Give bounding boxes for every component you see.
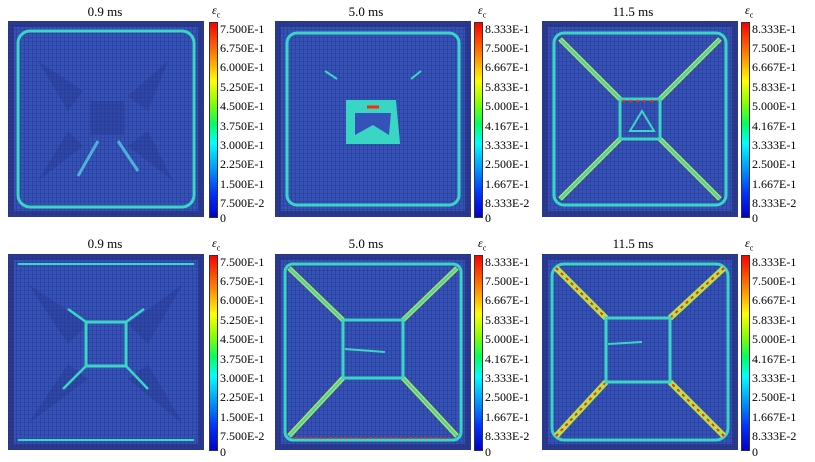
colorbar-title: εc (212, 236, 221, 253)
colorbar-tick: 2.500E-1 (485, 390, 530, 404)
colorbar-title: εc (478, 236, 487, 253)
colorbar-tick: 5.833E-1 (752, 80, 797, 94)
colorbar-tick: 7.500E-1 (220, 255, 265, 269)
colorbar (209, 22, 218, 218)
simulation-image (542, 254, 738, 450)
colorbar-tick: 8.333E-2 (752, 429, 797, 443)
colorbar-tick: 0 (485, 445, 491, 459)
colorbar-tick: 7.500E-1 (485, 274, 530, 288)
colorbar-tick: 1.667E-1 (752, 177, 797, 191)
colorbar-tick: 5.250E-1 (220, 313, 265, 327)
colorbar-tick: 4.167E-1 (752, 119, 797, 133)
colorbar-tick: 6.667E-1 (485, 60, 530, 74)
colorbar-tick: 1.500E-1 (220, 177, 265, 191)
time-label: 0.9 ms (87, 236, 123, 251)
colorbar-tick: 5.000E-1 (752, 99, 797, 113)
colorbar-tick: 8.333E-1 (752, 22, 797, 36)
colorbar-tick: 6.750E-1 (220, 41, 265, 55)
time-label: 11.5 ms (612, 4, 654, 19)
colorbar-tick: 0 (485, 211, 491, 225)
colorbar-tick: 8.333E-2 (752, 196, 797, 210)
colorbar-tick: 6.000E-1 (220, 293, 265, 307)
colorbar-tick: 8.333E-2 (485, 429, 530, 443)
colorbar-tick: 2.250E-1 (220, 157, 265, 171)
time-label: 0.9 ms (87, 4, 123, 19)
colorbar-tick: 4.167E-1 (752, 352, 797, 366)
colorbar-tick: 3.750E-1 (220, 119, 265, 133)
colorbar-tick: 0 (752, 211, 758, 225)
colorbar-tick: 8.333E-1 (485, 22, 530, 36)
simulation-image (542, 21, 738, 217)
colorbar-tick: 7.500E-1 (752, 41, 797, 55)
colorbar-tick: 1.500E-1 (220, 410, 265, 424)
colorbar-tick: 3.000E-1 (220, 138, 265, 152)
colorbar-tick: 7.500E-1 (220, 22, 265, 36)
colorbar-tick: 2.500E-1 (752, 390, 797, 404)
colorbar-tick: 5.000E-1 (485, 99, 530, 113)
time-label: 5.0 ms (348, 4, 384, 19)
colorbar-tick: 8.333E-2 (485, 196, 530, 210)
simulation-image (8, 21, 204, 217)
colorbar-tick: 4.500E-1 (220, 99, 265, 113)
colorbar-tick: 4.500E-1 (220, 332, 265, 346)
colorbar-tick: 6.667E-1 (485, 293, 530, 307)
colorbar-tick: 0 (220, 211, 226, 225)
colorbar-tick: 1.667E-1 (485, 410, 530, 424)
colorbar-tick: 5.833E-1 (485, 313, 530, 327)
colorbar-tick: 5.250E-1 (220, 80, 265, 94)
time-label: 5.0 ms (348, 236, 384, 251)
simulation-image (8, 254, 204, 450)
colorbar-tick: 6.750E-1 (220, 274, 265, 288)
colorbar (474, 255, 483, 451)
colorbar (474, 22, 483, 218)
colorbar-tick: 6.667E-1 (752, 293, 797, 307)
colorbar-title: εc (745, 3, 754, 20)
colorbar-tick: 2.500E-1 (485, 157, 530, 171)
colorbar-tick: 3.333E-1 (485, 138, 530, 152)
colorbar-tick: 6.667E-1 (752, 60, 797, 74)
colorbar-tick: 5.833E-1 (752, 313, 797, 327)
simulation-image (275, 21, 471, 217)
colorbar-tick: 3.000E-1 (220, 371, 265, 385)
colorbar-tick: 5.000E-1 (752, 332, 797, 346)
simulation-image (275, 254, 471, 450)
colorbar-tick: 3.333E-1 (485, 371, 530, 385)
colorbar-tick: 2.250E-1 (220, 390, 265, 404)
colorbar-tick: 5.833E-1 (485, 80, 530, 94)
colorbar-tick: 1.667E-1 (752, 410, 797, 424)
colorbar-tick: 2.500E-1 (752, 157, 797, 171)
colorbar-tick: 3.333E-1 (752, 138, 797, 152)
colorbar-tick: 8.333E-1 (485, 255, 530, 269)
colorbar-tick: 1.667E-1 (485, 177, 530, 191)
colorbar (209, 255, 218, 451)
colorbar-title: εc (478, 3, 487, 20)
colorbar-tick: 4.167E-1 (485, 352, 530, 366)
colorbar-tick: 7.500E-1 (485, 41, 530, 55)
colorbar-tick: 5.000E-1 (485, 332, 530, 346)
colorbar-tick: 8.333E-1 (752, 255, 797, 269)
colorbar (741, 255, 750, 451)
colorbar-title: εc (745, 236, 754, 253)
colorbar-tick: 6.000E-1 (220, 60, 265, 74)
colorbar-tick: 7.500E-2 (220, 196, 265, 210)
colorbar-tick: 4.167E-1 (485, 119, 530, 133)
colorbar-tick: 7.500E-2 (220, 429, 265, 443)
colorbar-tick: 0 (752, 445, 758, 459)
colorbar-tick: 3.750E-1 (220, 352, 265, 366)
colorbar (741, 22, 750, 218)
colorbar-title: εc (212, 3, 221, 20)
colorbar-tick: 0 (220, 445, 226, 459)
time-label: 11.5 ms (612, 236, 654, 251)
colorbar-tick: 7.500E-1 (752, 274, 797, 288)
colorbar-tick: 3.333E-1 (752, 371, 797, 385)
